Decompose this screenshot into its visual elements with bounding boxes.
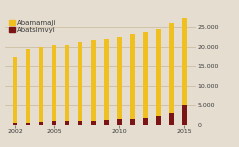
Bar	[130, 34, 135, 119]
Bar	[52, 121, 56, 125]
Bar	[65, 45, 70, 121]
Bar	[13, 123, 17, 125]
Bar	[52, 45, 56, 121]
Bar	[117, 37, 121, 120]
Bar	[26, 123, 30, 125]
Bar	[13, 57, 17, 123]
Bar	[156, 116, 161, 125]
Bar	[104, 120, 109, 125]
Bar	[26, 49, 30, 123]
Bar	[143, 118, 147, 125]
Bar	[91, 40, 96, 121]
Bar	[65, 121, 70, 125]
Bar	[130, 119, 135, 125]
Bar	[169, 24, 174, 113]
Bar	[143, 32, 147, 118]
Bar	[182, 105, 187, 125]
Bar	[39, 47, 43, 122]
Bar	[78, 121, 82, 125]
Legend: Abamamaji, Abatsimvyi: Abamamaji, Abatsimvyi	[8, 19, 57, 33]
Bar	[39, 122, 43, 125]
Bar	[117, 120, 121, 125]
Bar	[78, 42, 82, 121]
Bar	[91, 121, 96, 125]
Bar	[104, 40, 109, 120]
Bar	[169, 113, 174, 125]
Bar	[182, 10, 187, 105]
Bar	[156, 29, 161, 116]
